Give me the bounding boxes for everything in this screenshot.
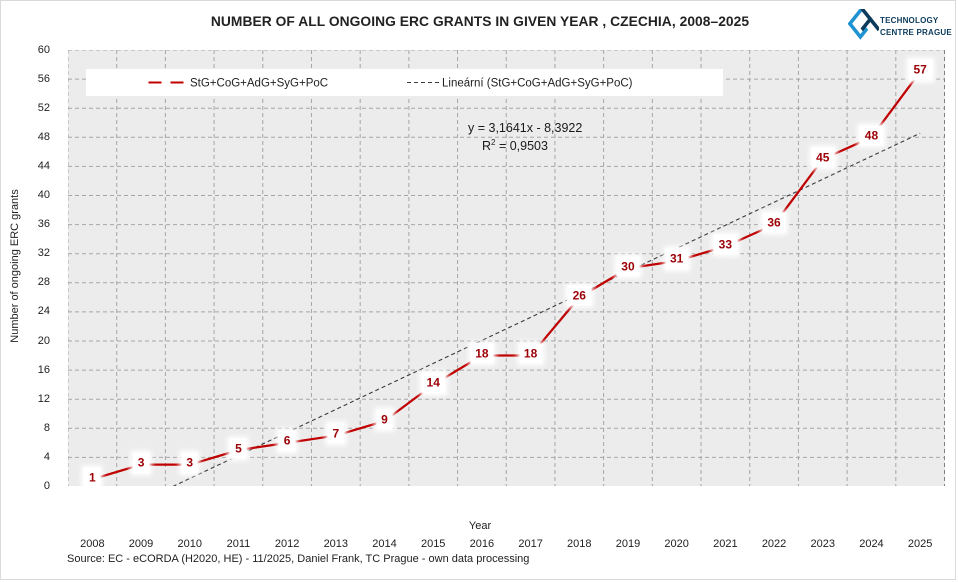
svg-text:Lineární (StG+CoG+AdG+SyG+PoC): Lineární (StG+CoG+AdG+SyG+PoC) bbox=[442, 78, 633, 90]
svg-text:StG+CoG+AdG+SyG+PoC: StG+CoG+AdG+SyG+PoC bbox=[190, 78, 328, 90]
